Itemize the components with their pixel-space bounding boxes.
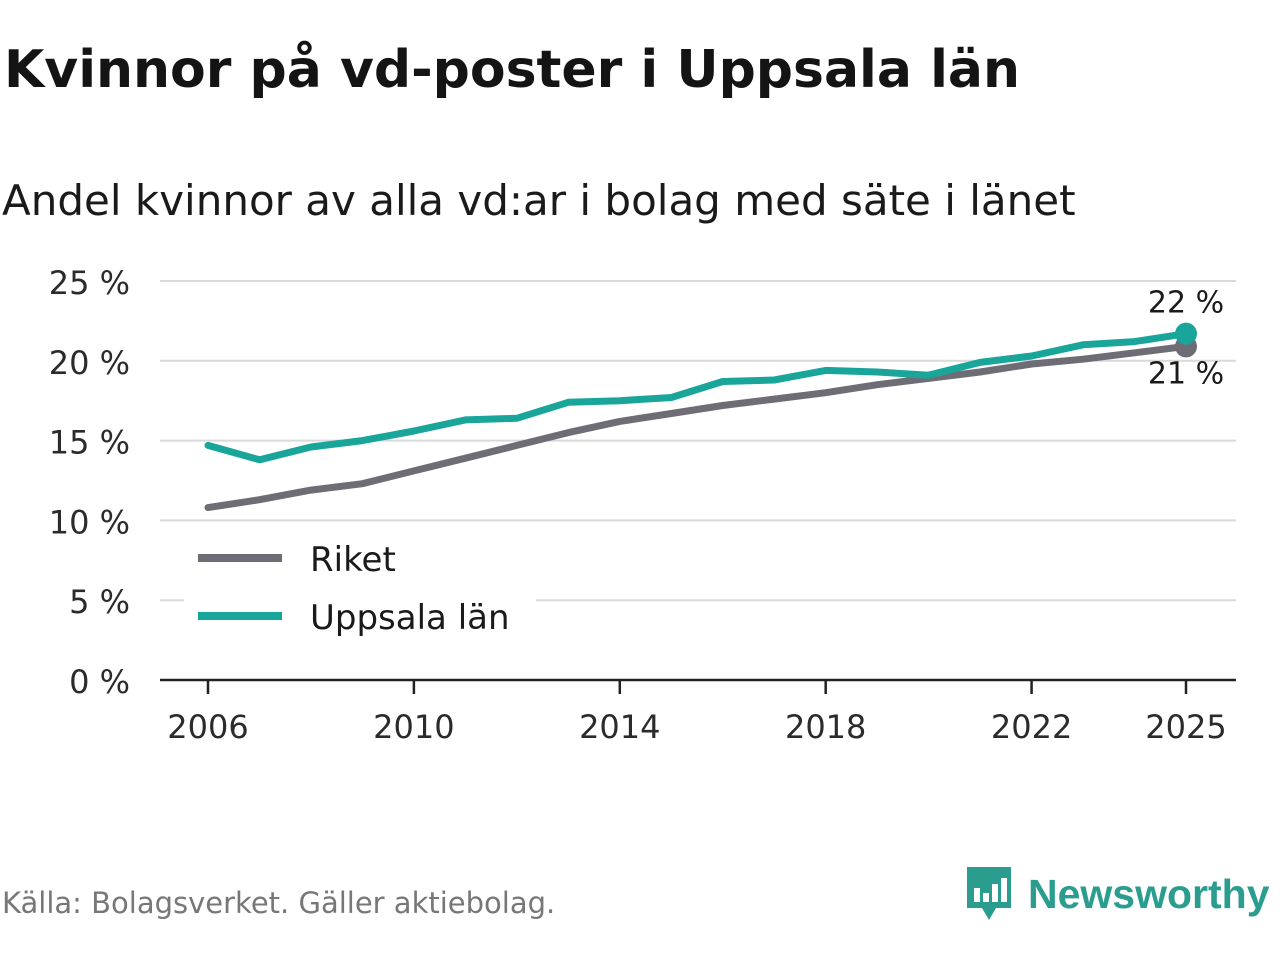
series-line-riket — [204, 342, 1190, 512]
newsworthy-logo-text: Newsworthy — [1028, 870, 1270, 917]
source-note: Källa: Bolagsverket. Gäller aktiebolag. — [2, 886, 556, 920]
y-axis-ticks: 0 % 5 % 10 % 15 % 20 % 25 % — [49, 264, 130, 701]
y-tick-label: 10 % — [49, 503, 130, 541]
y-tick-label: 25 % — [49, 264, 130, 302]
x-tick-label: 2025 — [1145, 708, 1226, 746]
x-tick-label: 2010 — [373, 708, 454, 746]
line-chart: 0 %5 %10 %15 %20 %25 % 2006 2010 2014 2018 2… — [49, 264, 1236, 746]
x-tick-label: 2014 — [579, 708, 660, 746]
y-tick-label: 5 % — [69, 583, 130, 621]
y-tick-label: 0 % — [69, 663, 130, 701]
legend-background — [184, 528, 536, 646]
x-axis: 2006 2010 2014 2018 2022 2025 — [160, 678, 1236, 746]
chart-subtitle: Andel kvinnor av alla vd:ar i bolag med … — [2, 176, 1076, 225]
x-tick-label: 2006 — [167, 708, 248, 746]
y-tick-label: 15 % — [49, 424, 130, 462]
legend: Riket Uppsala län — [184, 528, 536, 646]
x-tick-label: 2022 — [991, 708, 1072, 746]
chart-title: Kvinnor på vd-poster i Uppsala län — [4, 40, 1021, 100]
legend-label: Uppsala län — [310, 598, 510, 638]
y-tick-label: 20 % — [49, 344, 130, 382]
x-tick-label: 2018 — [785, 708, 866, 746]
series-lines — [204, 330, 1190, 512]
newsworthy-logo-icon — [967, 867, 1011, 920]
end-marker-uppsala — [1175, 322, 1197, 345]
end-label-uppsala: 22 % — [1148, 286, 1224, 321]
end-markers: 21 % 22 % — [1148, 286, 1224, 392]
legend-label: Riket — [310, 540, 396, 580]
newsworthy-logo: Newsworthy — [964, 864, 1270, 924]
series-line-uppsala — [204, 330, 1190, 464]
end-label-riket: 21 % — [1148, 356, 1224, 391]
